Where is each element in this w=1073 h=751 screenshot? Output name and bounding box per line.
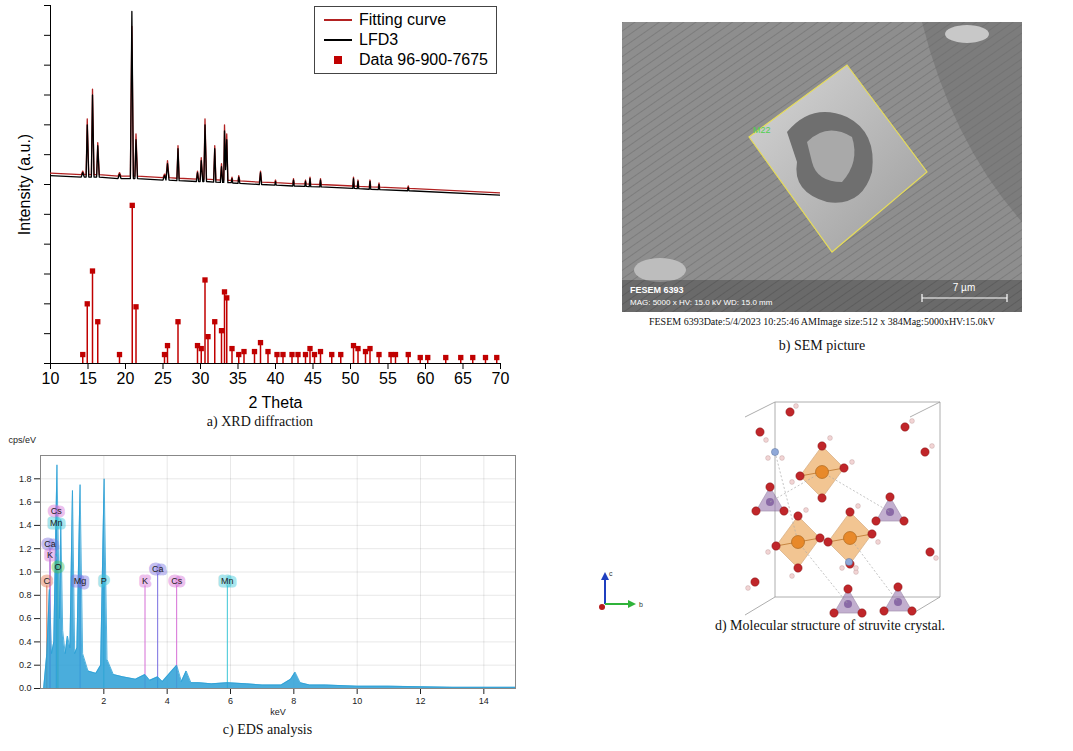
svg-text:40: 40 bbox=[267, 370, 285, 387]
svg-text:cps/eV: cps/eV bbox=[9, 435, 37, 445]
html-text:a) XRD diffraction: a) XRD diffraction bbox=[206, 414, 314, 429]
svg-text:10: 10 bbox=[352, 696, 362, 706]
svg-text:1.6: 1.6 bbox=[19, 497, 32, 507]
svg-text:50: 50 bbox=[342, 370, 360, 387]
svg-text:45: 45 bbox=[304, 370, 322, 387]
svg-text:1.0: 1.0 bbox=[19, 567, 32, 577]
svg-text:b: b bbox=[639, 601, 643, 608]
svg-text:60: 60 bbox=[417, 370, 435, 387]
svg-text:C: C bbox=[44, 576, 51, 586]
html-text:Fitting curve: Fitting curve bbox=[359, 11, 447, 28]
svg-text:c: c bbox=[609, 570, 613, 577]
svg-text:Mg: Mg bbox=[74, 576, 87, 586]
svg-text:70: 70 bbox=[492, 370, 510, 387]
html-text:b) SEM picture: b) SEM picture bbox=[778, 338, 866, 353]
svg-text:O: O bbox=[54, 562, 61, 572]
svg-text:2 Theta: 2 Theta bbox=[249, 394, 303, 411]
svg-text:25: 25 bbox=[154, 370, 172, 387]
svg-text:65: 65 bbox=[454, 370, 472, 387]
svg-text:7 µm: 7 µm bbox=[953, 282, 975, 293]
svg-text:6: 6 bbox=[228, 696, 233, 706]
html-text:d) Molecular structure of stru: d) Molecular structure of struvite cryst… bbox=[714, 618, 946, 633]
svg-text:Mn: Mn bbox=[50, 518, 63, 528]
svg-text:2: 2 bbox=[101, 696, 106, 706]
svg-text:1.2: 1.2 bbox=[19, 544, 32, 554]
svg-text:12: 12 bbox=[415, 696, 425, 706]
svg-text:30: 30 bbox=[192, 370, 210, 387]
svg-text:Mn: Mn bbox=[221, 576, 234, 586]
svg-text:15: 15 bbox=[79, 370, 97, 387]
html-text:Data 96-900-7675: Data 96-900-7675 bbox=[359, 51, 488, 68]
svg-text:0.2: 0.2 bbox=[19, 660, 32, 670]
svg-text:0.4: 0.4 bbox=[19, 637, 32, 647]
svg-text:4: 4 bbox=[165, 696, 170, 706]
svg-text:Intensity (a.u.): Intensity (a.u.) bbox=[16, 134, 33, 235]
svg-text:14: 14 bbox=[479, 696, 489, 706]
svg-text:Cs: Cs bbox=[51, 506, 62, 516]
svg-text:8: 8 bbox=[291, 696, 296, 706]
svg-text:Ca: Ca bbox=[44, 539, 56, 549]
svg-text:Cs: Cs bbox=[171, 576, 182, 586]
svg-text:K: K bbox=[142, 576, 148, 586]
svg-text:keV: keV bbox=[270, 707, 286, 717]
svg-text:MAG: 5000 x HV: 15.0 kV WD: 15: MAG: 5000 x HV: 15.0 kV WD: 15.0 mm bbox=[630, 298, 773, 307]
svg-text:M22: M22 bbox=[753, 125, 771, 135]
svg-text:1.4: 1.4 bbox=[19, 520, 32, 530]
html-text:FESEM 6393Date:5/4/2023 10:25:: FESEM 6393Date:5/4/2023 10:25:46 AMImage… bbox=[648, 316, 996, 327]
svg-text:K: K bbox=[47, 550, 53, 560]
svg-text:0.6: 0.6 bbox=[19, 613, 32, 623]
svg-text:P: P bbox=[101, 576, 107, 586]
svg-text:55: 55 bbox=[379, 370, 397, 387]
html-text:c) EDS analysis: c) EDS analysis bbox=[222, 722, 313, 737]
svg-text:10: 10 bbox=[42, 370, 60, 387]
svg-text:1.8: 1.8 bbox=[19, 474, 32, 484]
html-text:LFD3: LFD3 bbox=[359, 31, 399, 48]
svg-text:Ca: Ca bbox=[152, 564, 164, 574]
svg-text:20: 20 bbox=[117, 370, 135, 387]
svg-text:35: 35 bbox=[229, 370, 247, 387]
svg-text:0.8: 0.8 bbox=[19, 590, 32, 600]
svg-text:FESEM 6393: FESEM 6393 bbox=[630, 285, 684, 295]
svg-text:0.0: 0.0 bbox=[19, 683, 32, 693]
